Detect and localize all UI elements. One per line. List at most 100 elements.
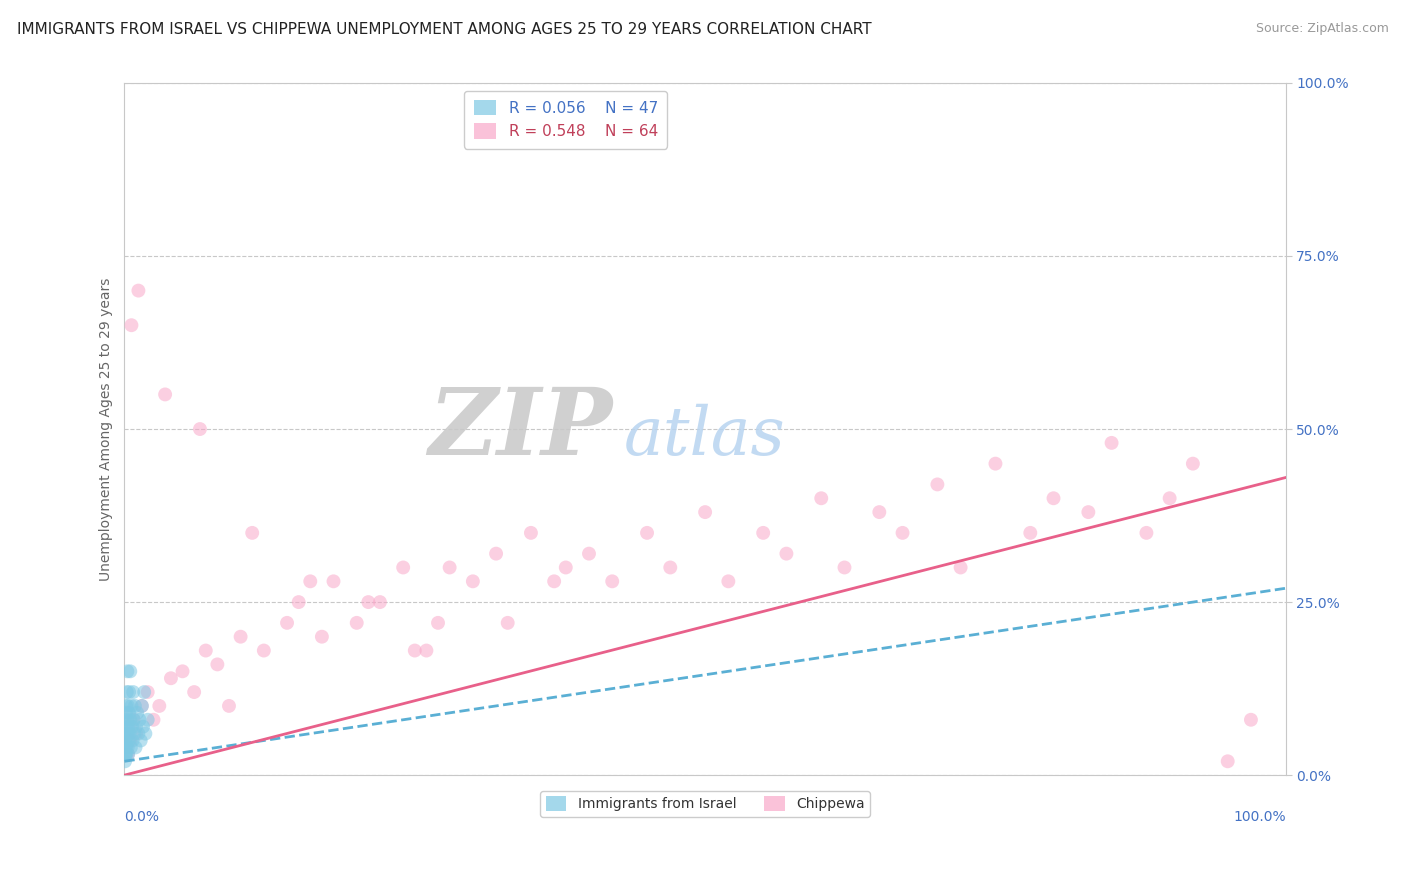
Point xyxy=(114,726,136,740)
Point xyxy=(117,713,139,727)
Point xyxy=(114,740,136,755)
Point xyxy=(287,595,309,609)
Point xyxy=(322,574,344,589)
Point xyxy=(122,713,145,727)
Point xyxy=(117,698,139,713)
Point xyxy=(114,747,136,762)
Point xyxy=(717,574,740,589)
Point xyxy=(124,698,146,713)
Point xyxy=(120,318,142,333)
Point xyxy=(117,740,139,755)
Point xyxy=(188,422,211,436)
Legend: Immigrants from Israel, Chippewa: Immigrants from Israel, Chippewa xyxy=(540,790,870,817)
Point xyxy=(520,525,543,540)
Point xyxy=(949,560,972,574)
Point xyxy=(1042,491,1064,506)
Text: 100.0%: 100.0% xyxy=(1233,810,1285,823)
Point xyxy=(129,733,152,747)
Point xyxy=(543,574,565,589)
Point xyxy=(115,740,138,755)
Point xyxy=(124,726,146,740)
Point xyxy=(461,574,484,589)
Point xyxy=(120,740,142,755)
Text: 0.0%: 0.0% xyxy=(125,810,159,823)
Point xyxy=(578,547,600,561)
Point xyxy=(120,698,142,713)
Point xyxy=(115,706,138,720)
Point xyxy=(346,615,368,630)
Point xyxy=(114,733,136,747)
Point xyxy=(1101,436,1123,450)
Point xyxy=(115,747,138,762)
Point xyxy=(1216,754,1239,768)
Point xyxy=(115,698,138,713)
Point xyxy=(368,595,391,609)
Point xyxy=(810,491,832,506)
Text: IMMIGRANTS FROM ISRAEL VS CHIPPEWA UNEMPLOYMENT AMONG AGES 25 TO 29 YEARS CORREL: IMMIGRANTS FROM ISRAEL VS CHIPPEWA UNEMP… xyxy=(17,22,872,37)
Point xyxy=(927,477,949,491)
Point xyxy=(114,747,136,762)
Point xyxy=(134,685,156,699)
Point xyxy=(124,740,146,755)
Point xyxy=(253,643,276,657)
Point xyxy=(207,657,229,672)
Point xyxy=(120,665,142,679)
Point xyxy=(415,643,437,657)
Point xyxy=(115,685,138,699)
Point xyxy=(136,713,159,727)
Point xyxy=(117,665,139,679)
Point xyxy=(1077,505,1099,519)
Point xyxy=(311,630,333,644)
Point xyxy=(172,665,194,679)
Point xyxy=(121,720,143,734)
Point xyxy=(1240,713,1263,727)
Point xyxy=(114,713,136,727)
Point xyxy=(115,720,138,734)
Point xyxy=(127,284,149,298)
Point xyxy=(131,698,153,713)
Point xyxy=(1159,491,1181,506)
Point xyxy=(357,595,380,609)
Point xyxy=(122,685,145,699)
Point xyxy=(1135,525,1157,540)
Point xyxy=(115,733,138,747)
Point xyxy=(600,574,623,589)
Point xyxy=(125,726,148,740)
Text: ZIP: ZIP xyxy=(427,384,612,474)
Point xyxy=(118,706,141,720)
Point xyxy=(120,713,142,727)
Point xyxy=(128,713,150,727)
Point xyxy=(392,560,415,574)
Point xyxy=(121,733,143,747)
Point xyxy=(114,754,136,768)
Point xyxy=(127,726,149,740)
Point xyxy=(194,643,217,657)
Point xyxy=(868,505,890,519)
Point xyxy=(752,525,775,540)
Point xyxy=(118,685,141,699)
Point xyxy=(496,615,519,630)
Point xyxy=(834,560,856,574)
Point xyxy=(118,733,141,747)
Point xyxy=(554,560,576,574)
Point xyxy=(132,720,155,734)
Y-axis label: Unemployment Among Ages 25 to 29 years: Unemployment Among Ages 25 to 29 years xyxy=(100,277,114,581)
Point xyxy=(153,387,176,401)
Point xyxy=(891,525,914,540)
Point xyxy=(127,706,149,720)
Point xyxy=(299,574,322,589)
Point xyxy=(117,720,139,734)
Point xyxy=(1019,525,1042,540)
Point xyxy=(775,547,797,561)
Point xyxy=(148,698,170,713)
Point xyxy=(659,560,682,574)
Point xyxy=(131,698,153,713)
Point xyxy=(485,547,508,561)
Point xyxy=(125,720,148,734)
Point xyxy=(984,457,1007,471)
Point xyxy=(218,698,240,713)
Point xyxy=(136,685,159,699)
Point xyxy=(229,630,252,644)
Point xyxy=(142,713,165,727)
Point xyxy=(117,726,139,740)
